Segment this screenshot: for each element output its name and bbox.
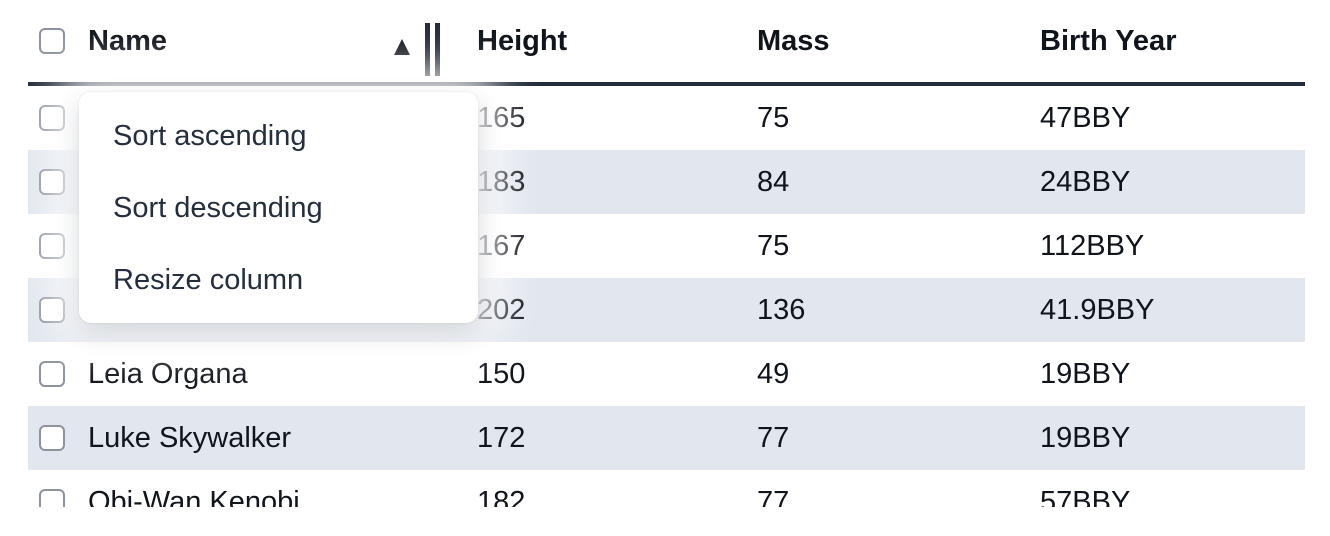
menu-item-label: Resize column	[113, 263, 304, 296]
row-checkbox[interactable]	[39, 297, 65, 323]
birth-year-cell: 57BBY	[1040, 485, 1131, 508]
birth-year-cell: 24BBY	[1040, 165, 1131, 198]
column-header-height-label: Height	[477, 24, 568, 57]
mass-cell: 136	[757, 293, 806, 326]
menu-item-label: Sort descending	[113, 191, 323, 224]
row-checkbox[interactable]	[39, 105, 65, 131]
table-header-row: Name Height Mass Birth Year	[28, 0, 1305, 86]
column-header-mass[interactable]: Mass	[748, 0, 1031, 82]
row-checkbox[interactable]	[39, 233, 65, 259]
column-header-height[interactable]: Height	[468, 0, 748, 82]
row-checkbox[interactable]	[39, 361, 65, 387]
mass-cell: 77	[757, 485, 790, 508]
table-row: Obi-Wan Kenobi 182 77 57BBY	[28, 470, 1305, 507]
row-checkbox[interactable]	[39, 425, 65, 451]
column-context-menu: Sort ascending Sort descending Resize co…	[79, 92, 478, 323]
height-cell: 172	[477, 421, 526, 454]
column-header-birth-year-label: Birth Year	[1040, 24, 1177, 57]
height-cell: 183	[477, 165, 526, 198]
mass-cell: 75	[757, 229, 790, 262]
height-cell: 165	[477, 101, 526, 134]
mass-cell: 75	[757, 101, 790, 134]
menu-item-label: Sort ascending	[113, 119, 307, 152]
menu-item-resize-column[interactable]: Resize column	[79, 244, 478, 316]
birth-year-cell: 41.9BBY	[1040, 293, 1155, 326]
birth-year-cell: 47BBY	[1040, 101, 1131, 134]
menu-item-sort-ascending[interactable]: Sort ascending	[79, 100, 478, 172]
name-cell: Luke Skywalker	[88, 421, 292, 454]
mass-cell: 49	[757, 357, 790, 390]
row-checkbox[interactable]	[39, 169, 65, 195]
height-cell: 182	[477, 485, 526, 508]
select-all-cell	[28, 0, 78, 82]
menu-item-sort-descending[interactable]: Sort descending	[79, 172, 478, 244]
name-cell: Obi-Wan Kenobi	[88, 485, 300, 508]
table-row: Leia Organa 150 49 19BBY	[28, 342, 1305, 406]
column-header-mass-label: Mass	[757, 24, 830, 57]
column-header-name-label: Name	[88, 24, 167, 57]
row-checkbox[interactable]	[39, 489, 65, 507]
table-row: 165 75 47BBY	[28, 86, 1305, 150]
height-cell: 167	[477, 229, 526, 262]
table-row: 167 75 112BBY	[28, 214, 1305, 278]
sort-ascending-icon	[394, 39, 410, 55]
height-cell: 202	[477, 293, 526, 326]
height-cell: 150	[477, 357, 526, 390]
mass-cell: 84	[757, 165, 790, 198]
birth-year-cell: 112BBY	[1040, 229, 1145, 262]
column-resize-handle-icon[interactable]	[425, 23, 440, 76]
name-cell: Leia Organa	[88, 357, 248, 390]
column-header-birth-year[interactable]: Birth Year	[1031, 0, 1305, 82]
table-row: Luke Skywalker 172 77 19BBY	[28, 406, 1305, 470]
mass-cell: 77	[757, 421, 790, 454]
select-all-checkbox[interactable]	[39, 28, 65, 54]
birth-year-cell: 19BBY	[1040, 421, 1131, 454]
column-header-name[interactable]: Name	[78, 0, 468, 82]
birth-year-cell: 19BBY	[1040, 357, 1131, 390]
